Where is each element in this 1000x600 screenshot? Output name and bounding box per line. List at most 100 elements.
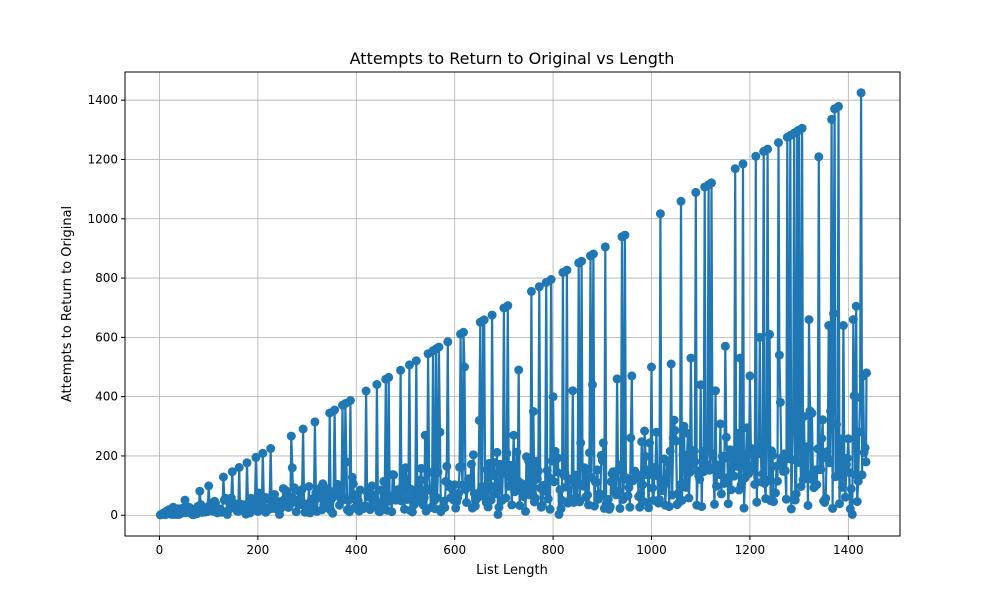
data-point [488,471,498,480]
data-point [323,484,333,494]
y-tick-label: 1200 [87,152,118,166]
data-point [677,495,687,505]
data-point [553,453,563,463]
data-point [763,144,773,154]
data-point [788,412,798,421]
data-point [588,380,597,390]
data-point [768,450,778,460]
data-point [739,503,749,513]
data-point [549,477,559,487]
data-point [684,493,694,503]
x-tick-label: 200 [246,543,269,557]
data-point [843,434,853,444]
data-point [600,242,610,252]
data-point [852,497,862,507]
data-point [731,444,741,454]
data-point [180,495,190,505]
data-point [636,489,646,499]
data-point [690,457,700,467]
data-point [270,490,280,499]
data-point [663,457,673,467]
data-point [276,504,285,514]
data-point [804,315,814,325]
data-point [758,469,768,479]
data-point [640,426,650,436]
data-point [833,471,842,481]
data-point [479,315,489,325]
data-point [258,448,268,458]
data-point [673,489,683,499]
data-point [477,482,487,491]
data-point [838,321,848,330]
data-point [775,397,785,407]
data-point [466,459,476,469]
chart-title: Attempts to Return to Original vs Length [350,49,675,68]
data-point [492,447,502,457]
data-point [742,423,752,433]
data-point [836,434,846,444]
data-point [685,467,695,477]
data-point [543,494,553,504]
data-point [540,486,550,496]
x-tick-label: 0 [156,543,164,557]
data-point [638,480,648,490]
data-point [562,265,572,275]
data-point [532,474,542,484]
data-point [633,470,643,480]
data-point [454,488,464,498]
data-point [829,309,839,319]
data-point [854,427,864,437]
data-point [670,426,680,435]
data-point [813,444,823,454]
data-point [502,448,512,458]
data-point [509,430,519,440]
x-tick-label: 1200 [735,543,766,557]
data-point [625,502,635,512]
data-point [486,495,496,505]
data-point [341,457,351,467]
data-point [507,500,517,510]
data-point [568,386,578,396]
data-point [832,420,841,429]
data-point [372,380,382,389]
data-point [765,329,775,339]
data-point [857,470,867,480]
data-point [493,509,503,519]
data-point [846,484,856,494]
data-point [837,482,847,492]
data-point [490,482,500,492]
data-point [781,494,791,504]
data-point [661,476,671,486]
data-point [404,360,414,370]
y-tick-label: 0 [110,508,118,522]
data-point [571,470,581,480]
data-point [686,353,696,363]
data-point [861,457,871,467]
data-point [738,159,748,169]
data-point [330,405,340,415]
y-tick-label: 1000 [87,212,118,226]
data-point [726,485,736,495]
data-point [345,396,355,405]
data-point [367,481,377,491]
data-point [827,114,837,124]
data-point [752,497,762,507]
data-point [234,463,244,472]
data-point [626,433,636,443]
data-point [369,490,379,500]
data-point [242,458,252,468]
data-point [298,424,308,434]
data-point [855,393,865,402]
data-point [606,477,616,487]
data-point [797,123,807,133]
y-tick-label: 200 [95,449,118,463]
data-point [468,450,478,460]
data-point [304,482,314,491]
data-point [689,446,699,456]
data-point [834,101,843,111]
data-point [714,470,724,480]
data-point [615,503,625,513]
data-point [450,480,460,490]
data-point [287,463,297,473]
data-point [419,493,429,503]
